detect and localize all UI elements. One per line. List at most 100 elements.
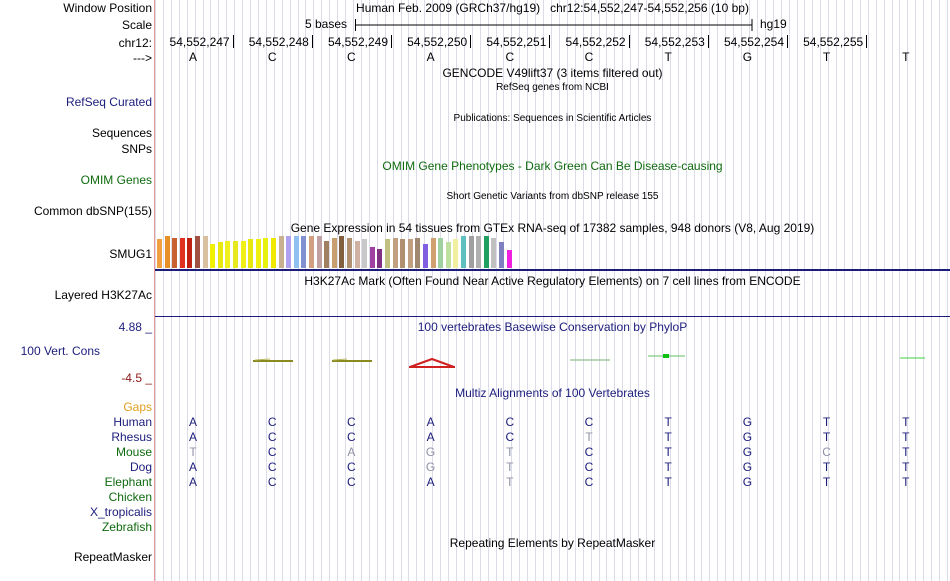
gtex-tissue-bar[interactable] — [415, 238, 420, 268]
aligned-base: A — [188, 475, 197, 489]
gtex-tissue-bar[interactable] — [256, 239, 261, 268]
gtex-tissue-bar[interactable] — [218, 242, 223, 268]
sequences-track-label[interactable]: Sequences — [91, 126, 152, 140]
grid-line — [915, 0, 916, 581]
species-label-elephant[interactable]: Elephant — [104, 475, 152, 489]
gtex-tissue-bar[interactable] — [157, 239, 162, 268]
h3k27ac-track-label[interactable]: Layered H3K27Ac — [54, 288, 152, 302]
gtex-expression-bars[interactable] — [157, 236, 537, 268]
phylop-graph[interactable] — [155, 350, 950, 372]
gtex-tissue-bar[interactable] — [355, 241, 360, 268]
h3k27ac-track-title[interactable]: H3K27Ac Mark (Often Found Near Active Re… — [304, 274, 801, 288]
reference-base: C — [584, 50, 594, 64]
gtex-tissue-bar[interactable] — [248, 239, 253, 268]
grid-line — [448, 0, 449, 581]
gtex-tissue-bar[interactable] — [195, 236, 200, 268]
gtex-tissue-bar[interactable] — [210, 244, 215, 268]
publications-track-title[interactable]: Publications: Sequences in Scientific Ar… — [453, 113, 652, 124]
dbsnp-track-label[interactable]: Common dbSNP(155) — [33, 204, 152, 218]
gtex-tissue-bar[interactable] — [499, 242, 504, 268]
window-position-value[interactable]: Human Feb. 2009 (GRCh37/hg19) chr12:54,5… — [155, 1, 950, 15]
grid-line — [488, 0, 489, 581]
gtex-tissue-bar[interactable] — [233, 241, 238, 268]
gtex-gene-label[interactable]: SMUG1 — [109, 247, 152, 261]
omim-track-label[interactable]: OMIM Genes — [80, 173, 152, 187]
gtex-tissue-bar[interactable] — [385, 239, 390, 268]
gtex-tissue-bar[interactable] — [484, 236, 489, 268]
gtex-tissue-bar[interactable] — [507, 250, 512, 268]
gtex-tissue-bar[interactable] — [203, 236, 208, 268]
grid-line — [242, 0, 243, 581]
grid-line — [789, 0, 790, 581]
gaps-track-label[interactable]: Gaps — [123, 400, 152, 414]
species-label-rhesus[interactable]: Rhesus — [111, 430, 152, 444]
gtex-tissue-bar[interactable] — [271, 238, 276, 268]
gtex-tissue-bar[interactable] — [362, 239, 367, 268]
refseq-track-title[interactable]: RefSeq genes from NCBI — [496, 82, 609, 93]
grid-line — [337, 0, 338, 581]
gtex-tissue-bar[interactable] — [423, 244, 428, 268]
aligned-base: C — [584, 445, 594, 459]
gtex-tissue-bar[interactable] — [446, 242, 451, 268]
gtex-tissue-bar[interactable] — [309, 236, 314, 268]
gtex-tissue-bar[interactable] — [408, 239, 413, 268]
grid-line — [868, 0, 869, 581]
gtex-tissue-bar[interactable] — [461, 236, 466, 268]
gtex-tissue-bar[interactable] — [438, 238, 443, 268]
position-tick-label: 54,552,251 — [486, 35, 547, 49]
gtex-tissue-bar[interactable] — [431, 238, 436, 268]
gtex-tissue-bar[interactable] — [370, 247, 375, 268]
gtex-tissue-bar[interactable] — [187, 238, 192, 268]
gtex-tissue-bar[interactable] — [180, 238, 185, 268]
gtex-tissue-bar[interactable] — [491, 238, 496, 268]
grid-line — [535, 0, 536, 581]
gtex-tissue-bar[interactable] — [476, 236, 481, 268]
repeatmasker-track-label[interactable]: RepeatMasker — [73, 550, 152, 564]
gtex-tissue-bar[interactable] — [339, 236, 344, 268]
grid-line — [583, 0, 584, 581]
grid-line — [218, 0, 219, 581]
gtex-tissue-bar[interactable] — [301, 236, 306, 268]
snps-track-label[interactable]: SNPs — [121, 142, 152, 156]
grid-line — [931, 0, 932, 581]
gtex-tissue-bar[interactable] — [393, 238, 398, 268]
gtex-tissue-bar[interactable] — [347, 238, 352, 268]
species-label-human[interactable]: Human — [113, 415, 152, 429]
aligned-base: T — [506, 475, 514, 489]
gtex-tissue-bar[interactable] — [263, 238, 268, 268]
gtex-tissue-bar[interactable] — [286, 236, 291, 268]
gtex-tissue-bar[interactable] — [324, 241, 329, 268]
position-tick — [312, 35, 313, 48]
gencode-track-title[interactable]: GENCODE V49lift37 (3 items filtered out) — [442, 66, 663, 80]
species-label-chicken[interactable]: Chicken — [108, 490, 152, 504]
omim-track-title[interactable]: OMIM Gene Phenotypes - Dark Green Can Be… — [382, 159, 723, 173]
gtex-tissue-bar[interactable] — [165, 236, 170, 268]
gtex-tissue-bar[interactable] — [225, 241, 230, 268]
gtex-tissue-bar[interactable] — [317, 236, 322, 268]
repeatmasker-track-title[interactable]: Repeating Elements by RepeatMasker — [449, 536, 656, 550]
gtex-track-title[interactable]: Gene Expression in 54 tissues from GTEx … — [290, 221, 815, 235]
gtex-tissue-bar[interactable] — [332, 238, 337, 268]
species-label-x_tropicalis[interactable]: X_tropicalis — [89, 505, 152, 519]
aligned-base: A — [188, 430, 197, 444]
position-tick — [233, 35, 234, 48]
phylop-track-label[interactable]: 100 Vert. Cons — [20, 344, 100, 358]
species-label-dog[interactable]: Dog — [129, 460, 152, 474]
gtex-tissue-bar[interactable] — [241, 241, 246, 268]
species-label-zebrafish[interactable]: Zebrafish — [101, 520, 152, 534]
reference-base: T — [664, 50, 672, 64]
species-label-mouse[interactable]: Mouse — [115, 445, 152, 459]
dbsnp-track-title[interactable]: Short Genetic Variants from dbSNP releas… — [446, 191, 659, 202]
grid-line — [321, 0, 322, 581]
gtex-tissue-bar[interactable] — [172, 238, 177, 268]
multiz-track-title[interactable]: Multiz Alignments of 100 Vertebrates — [455, 386, 650, 400]
gtex-tissue-bar[interactable] — [294, 236, 299, 268]
gtex-tissue-bar[interactable] — [279, 236, 284, 268]
gtex-tissue-bar[interactable] — [400, 239, 405, 268]
phylop-track-title[interactable]: 100 vertebrates Basewise Conservation by… — [417, 320, 688, 334]
gtex-tissue-bar[interactable] — [469, 236, 474, 268]
refseq-track-label[interactable]: RefSeq Curated — [65, 95, 152, 109]
gtex-tissue-bar[interactable] — [453, 239, 458, 268]
gtex-tissue-bar[interactable] — [377, 249, 382, 268]
scale-span-text: 5 bases — [305, 17, 348, 31]
